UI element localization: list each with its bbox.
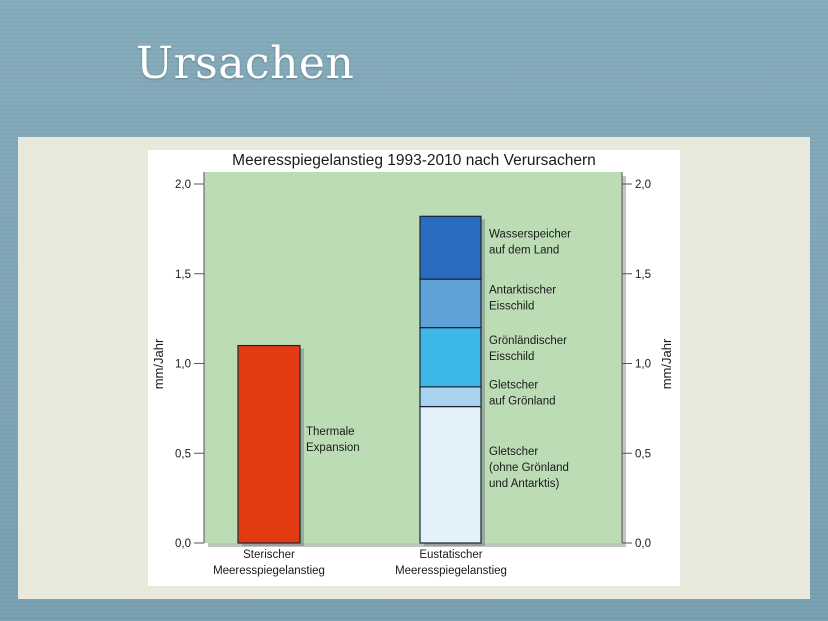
tick-label-left: 1,5: [175, 269, 191, 281]
sea-level-chart: Meeresspiegelanstieg 1993-2010 nach Veru…: [151, 152, 674, 577]
segment-label: Grönländischer Eisschild: [489, 335, 567, 363]
tick-label-right: 1,0: [635, 359, 651, 371]
bar-segment: [419, 386, 482, 408]
segment-label: Gletscher (ohne Grönland und Antarktis): [489, 446, 569, 490]
bar-segment: [419, 215, 482, 280]
tick-label-left: 0,0: [175, 538, 191, 550]
tick-label-left: 2,0: [175, 179, 191, 191]
bar-segment: [237, 344, 301, 544]
segment-label: Antarktischer Eisschild: [489, 284, 556, 312]
slide-title: Ursachen: [136, 38, 355, 89]
segment-label: Wasserspeicher auf dem Land: [489, 229, 571, 257]
tick-label-right: 2,0: [635, 179, 651, 191]
segment-label: Gletscher auf Grönland: [489, 380, 556, 408]
tick-label-right: 0,0: [635, 538, 651, 550]
tick-label-right: 0,5: [635, 448, 651, 460]
bar-segment: [419, 405, 482, 544]
y-axis-title-right: mm/Jahr: [659, 338, 674, 389]
tick-label-left: 0,5: [175, 448, 191, 460]
bar-segment: [419, 278, 482, 329]
category-label: Eustatischer Meeresspiegelanstieg: [395, 549, 507, 577]
y-axis-title-left: mm/Jahr: [151, 338, 166, 389]
tick-label-left: 1,0: [175, 359, 191, 371]
chart-figure: Meeresspiegelanstieg 1993-2010 nach Veru…: [148, 150, 680, 586]
segment-label: Thermale Expansion: [306, 426, 360, 454]
tick-label-right: 1,5: [635, 269, 651, 281]
category-label: Sterischer Meeresspiegelanstieg: [213, 549, 325, 577]
bar-segment: [419, 327, 482, 388]
chart-title: Meeresspiegelanstieg 1993-2010 nach Veru…: [232, 152, 596, 169]
